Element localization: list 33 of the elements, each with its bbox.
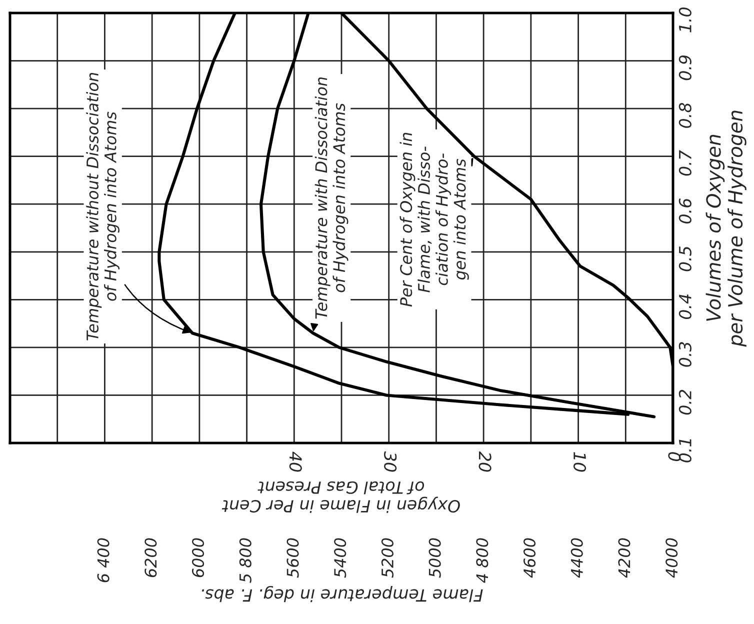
- annotation: Temperature without Dissociation of Hydrogen into Atoms: [86, 72, 120, 340]
- x2-tick-label: 10: [573, 452, 586, 472]
- x2-axis-title: Oxygen in Flame in Per Cent of Total Gas Present: [222, 481, 460, 513]
- x2-tick-label: 30: [384, 451, 397, 472]
- x-tick-label: 5000: [428, 538, 441, 578]
- x-tick-label: 4200: [618, 538, 630, 578]
- x-tick-label: 4600: [523, 538, 536, 578]
- y-axis-title: Volumes of Oxygen per Volume of Hydrogen: [706, 110, 746, 347]
- y-tick-label: 1.0: [678, 8, 692, 32]
- x-axis-title: Flame Temperature in deg. F. abs.: [202, 586, 483, 602]
- x-tick-label: 6000: [192, 538, 204, 578]
- x-tick-label: 5 800: [239, 538, 252, 583]
- x-tick-label: 5200: [381, 538, 394, 578]
- y-tick-label: 0.6: [678, 198, 692, 224]
- x-tick-label: 4000: [666, 538, 678, 578]
- x-tick-label: 6200: [144, 538, 157, 578]
- x-tick-label: 6 400: [97, 538, 110, 582]
- x-tick-label: 5400: [334, 538, 346, 578]
- annotation: Per Cent of Oxygen in Flame, with Disso- ciation of Hydro- gen into Atoms: [400, 132, 469, 307]
- x-tick-label: 4 800: [476, 538, 488, 583]
- y-tick-label: 0.9: [678, 55, 692, 80]
- y-tick-label: 0.4: [678, 294, 692, 320]
- y-tick-label: 0.2: [678, 390, 692, 415]
- y-tick-label: 0.1: [678, 439, 692, 462]
- y-tick-label: 0.7: [678, 150, 692, 176]
- y-tick-label: 0.3: [678, 342, 692, 367]
- annotation: Temperature with Dissociation of Hydrogen into Atoms: [314, 77, 348, 319]
- y-tick-label: 0.5: [678, 246, 692, 272]
- x2-tick-label: 20: [478, 451, 492, 472]
- x-tick-label: 4400: [570, 538, 583, 578]
- x-tick-label: 5600: [286, 538, 299, 578]
- y-tick-label: 0.8: [678, 102, 692, 128]
- x2-tick-label: 40: [289, 452, 302, 472]
